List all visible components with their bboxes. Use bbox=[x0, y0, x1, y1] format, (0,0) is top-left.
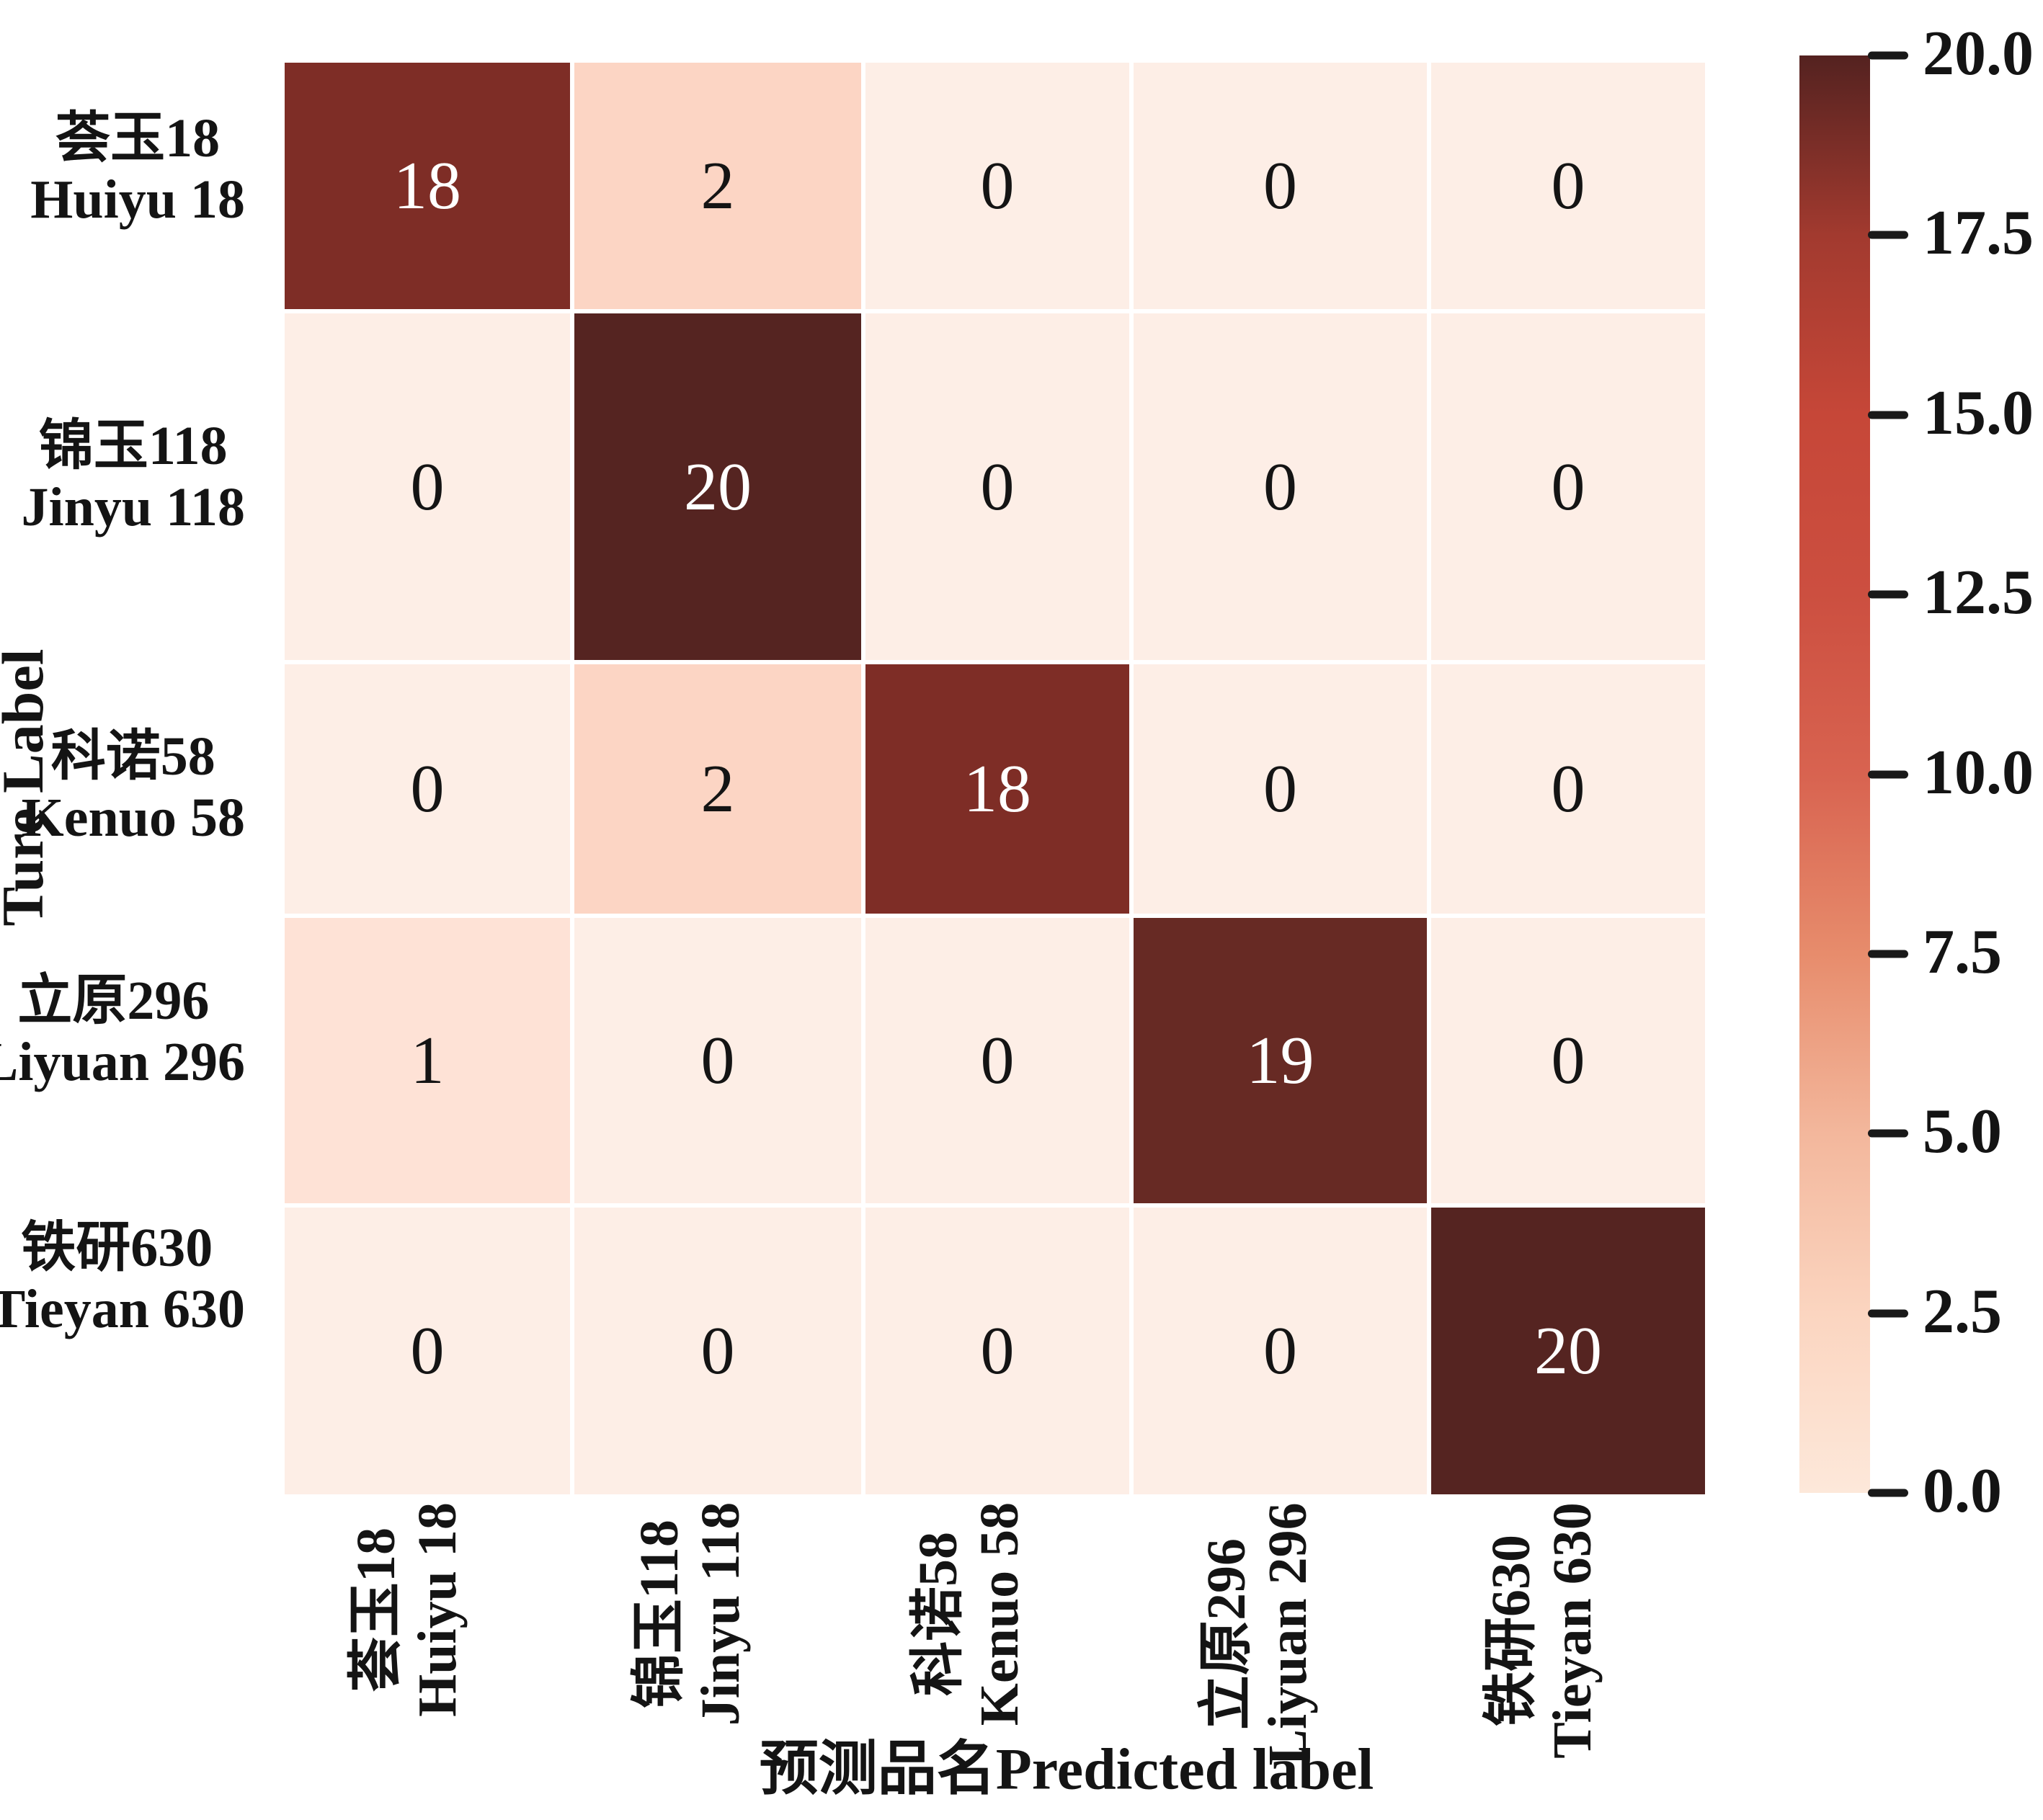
matrix-cell: 0 bbox=[574, 1208, 861, 1494]
colorbar-tick-mark bbox=[1868, 590, 1908, 599]
matrix-cell: 0 bbox=[865, 918, 1129, 1203]
colorbar-tick-mark bbox=[1868, 1489, 1908, 1497]
colorbar-tick-label: 0.0 bbox=[1923, 1456, 2002, 1527]
heatmap-grid: 18 2 0 0 0 0 20 0 0 0 0 2 18 0 0 1 0 0 19 0 0 0 0 0 20 bbox=[285, 63, 1705, 1494]
matrix-cell: 0 bbox=[574, 918, 861, 1203]
matrix-cell: 18 bbox=[285, 63, 570, 309]
colorbar-tick-mark bbox=[1868, 411, 1908, 419]
x-tick-label-en: Huiyu 18 bbox=[407, 1502, 468, 1717]
y-tick-label: 铁研630 Tieyan 630 bbox=[0, 1218, 245, 1340]
cell-value: 2 bbox=[700, 751, 735, 826]
cell-value: 0 bbox=[1551, 751, 1585, 826]
colorbar-tick-mark bbox=[1868, 51, 1908, 60]
colorbar-tick-mark bbox=[1868, 1129, 1908, 1138]
y-tick-label-zh: 科诺58 bbox=[50, 726, 215, 787]
matrix-cell: 20 bbox=[574, 313, 861, 660]
cell-value: 2 bbox=[700, 148, 735, 223]
x-tick-label-zh: 锦玉118 bbox=[628, 1520, 690, 1708]
cell-value: 0 bbox=[980, 148, 1015, 223]
cell-value: 0 bbox=[410, 1313, 445, 1388]
matrix-cell: 2 bbox=[574, 664, 861, 914]
cell-value: 20 bbox=[684, 449, 752, 525]
x-tick-label-en: Kenuo 58 bbox=[969, 1502, 1030, 1726]
matrix-cell: 0 bbox=[865, 1208, 1129, 1494]
matrix-cell: 20 bbox=[1431, 1208, 1705, 1494]
y-tick-label-zh: 荟玉18 bbox=[55, 107, 221, 169]
x-tick-label-zh: 科诺58 bbox=[907, 1532, 969, 1697]
cell-value: 0 bbox=[700, 1313, 735, 1388]
cell-value: 0 bbox=[1551, 1023, 1585, 1098]
colorbar-tick-label: 17.5 bbox=[1923, 198, 2034, 269]
y-tick-label-en: Liyuan 296 bbox=[0, 1032, 245, 1092]
x-tick-label: 锦玉118 Jinyu 118 bbox=[629, 1502, 752, 1726]
cell-value: 0 bbox=[700, 1023, 735, 1098]
cell-value: 18 bbox=[393, 148, 461, 223]
colorbar-tick-label: 15.0 bbox=[1923, 378, 2034, 448]
matrix-cell: 0 bbox=[865, 63, 1129, 309]
matrix-cell: 0 bbox=[285, 664, 570, 914]
matrix-cell: 0 bbox=[1431, 63, 1705, 309]
colorbar-tick-mark bbox=[1868, 1309, 1908, 1318]
y-tick-label: 立原296 Liyuan 296 bbox=[0, 971, 245, 1093]
cell-value: 1 bbox=[410, 1023, 445, 1098]
cell-value: 0 bbox=[980, 449, 1015, 525]
cell-value: 0 bbox=[1263, 148, 1297, 223]
colorbar-tick-label: 10.0 bbox=[1923, 737, 2034, 808]
cell-value: 20 bbox=[1534, 1313, 1602, 1388]
colorbar-tick-label: 5.0 bbox=[1923, 1097, 2002, 1167]
y-tick-label-zh: 铁研630 bbox=[21, 1217, 213, 1278]
x-tick-label-en: Jinyu 118 bbox=[690, 1502, 751, 1726]
y-tick-label-en: Jinyu 118 bbox=[21, 477, 245, 537]
matrix-cell: 0 bbox=[865, 313, 1129, 660]
y-tick-label-en: Huiyu 18 bbox=[30, 169, 245, 230]
colorbar-tick-mark bbox=[1868, 950, 1908, 958]
matrix-cell: 0 bbox=[285, 313, 570, 660]
matrix-cell: 19 bbox=[1134, 918, 1427, 1203]
matrix-cell: 0 bbox=[1134, 1208, 1427, 1494]
cell-value: 0 bbox=[1263, 449, 1297, 525]
x-tick-label-zh: 荟玉18 bbox=[345, 1527, 406, 1692]
cell-value: 0 bbox=[980, 1313, 1015, 1388]
cell-value: 0 bbox=[1551, 449, 1585, 525]
x-tick-label-zh: 铁研630 bbox=[1480, 1534, 1541, 1726]
colorbar-tick-mark bbox=[1868, 231, 1908, 239]
matrix-cell: 0 bbox=[285, 1208, 570, 1494]
x-tick-label-en: Tieyan 630 bbox=[1542, 1502, 1603, 1759]
matrix-cell: 0 bbox=[1431, 918, 1705, 1203]
y-tick-label: 锦玉118 Jinyu 118 bbox=[22, 416, 245, 538]
x-axis-title: 预测品名Predicted label bbox=[759, 1736, 1374, 1802]
y-tick-label-zh: 锦玉118 bbox=[38, 415, 228, 476]
matrix-cell: 0 bbox=[1431, 313, 1705, 660]
matrix-cell: 0 bbox=[1134, 313, 1427, 660]
x-tick-label: 荟玉18 Huiyu 18 bbox=[346, 1502, 468, 1717]
cell-value: 0 bbox=[410, 751, 445, 826]
cell-value: 0 bbox=[1551, 148, 1585, 223]
colorbar-tick-mark bbox=[1868, 770, 1908, 778]
y-tick-label-en: Kenuo 58 bbox=[21, 788, 245, 848]
cell-value: 0 bbox=[410, 449, 445, 525]
x-tick-label: 铁研630 Tieyan 630 bbox=[1481, 1502, 1603, 1758]
colorbar-tick-label: 2.5 bbox=[1923, 1276, 2002, 1347]
matrix-cell: 0 bbox=[1431, 664, 1705, 914]
matrix-cell: 2 bbox=[574, 63, 861, 309]
y-tick-label: 荟玉18 Huiyu 18 bbox=[30, 108, 245, 231]
cell-value: 0 bbox=[1263, 751, 1297, 826]
cell-value: 18 bbox=[963, 751, 1031, 826]
matrix-cell: 18 bbox=[865, 664, 1129, 914]
y-tick-label-en: Tieyan 630 bbox=[0, 1279, 245, 1339]
matrix-cell: 1 bbox=[285, 918, 570, 1203]
colorbar-tick-label: 12.5 bbox=[1923, 558, 2034, 628]
y-tick-label-zh: 立原296 bbox=[17, 970, 210, 1031]
matrix-cell: 0 bbox=[1134, 664, 1427, 914]
cell-value: 0 bbox=[1263, 1313, 1297, 1388]
matrix-cell: 0 bbox=[1134, 63, 1427, 309]
y-tick-label: 科诺58 Kenuo 58 bbox=[22, 726, 245, 849]
cell-value: 0 bbox=[980, 1023, 1015, 1098]
colorbar-gradient bbox=[1799, 55, 1870, 1493]
cell-value: 19 bbox=[1246, 1023, 1314, 1098]
colorbar-tick-label: 20.0 bbox=[1923, 19, 2034, 89]
x-tick-label: 科诺58 Kenuo 58 bbox=[908, 1502, 1031, 1726]
colorbar-tick-label: 7.5 bbox=[1923, 917, 2002, 988]
